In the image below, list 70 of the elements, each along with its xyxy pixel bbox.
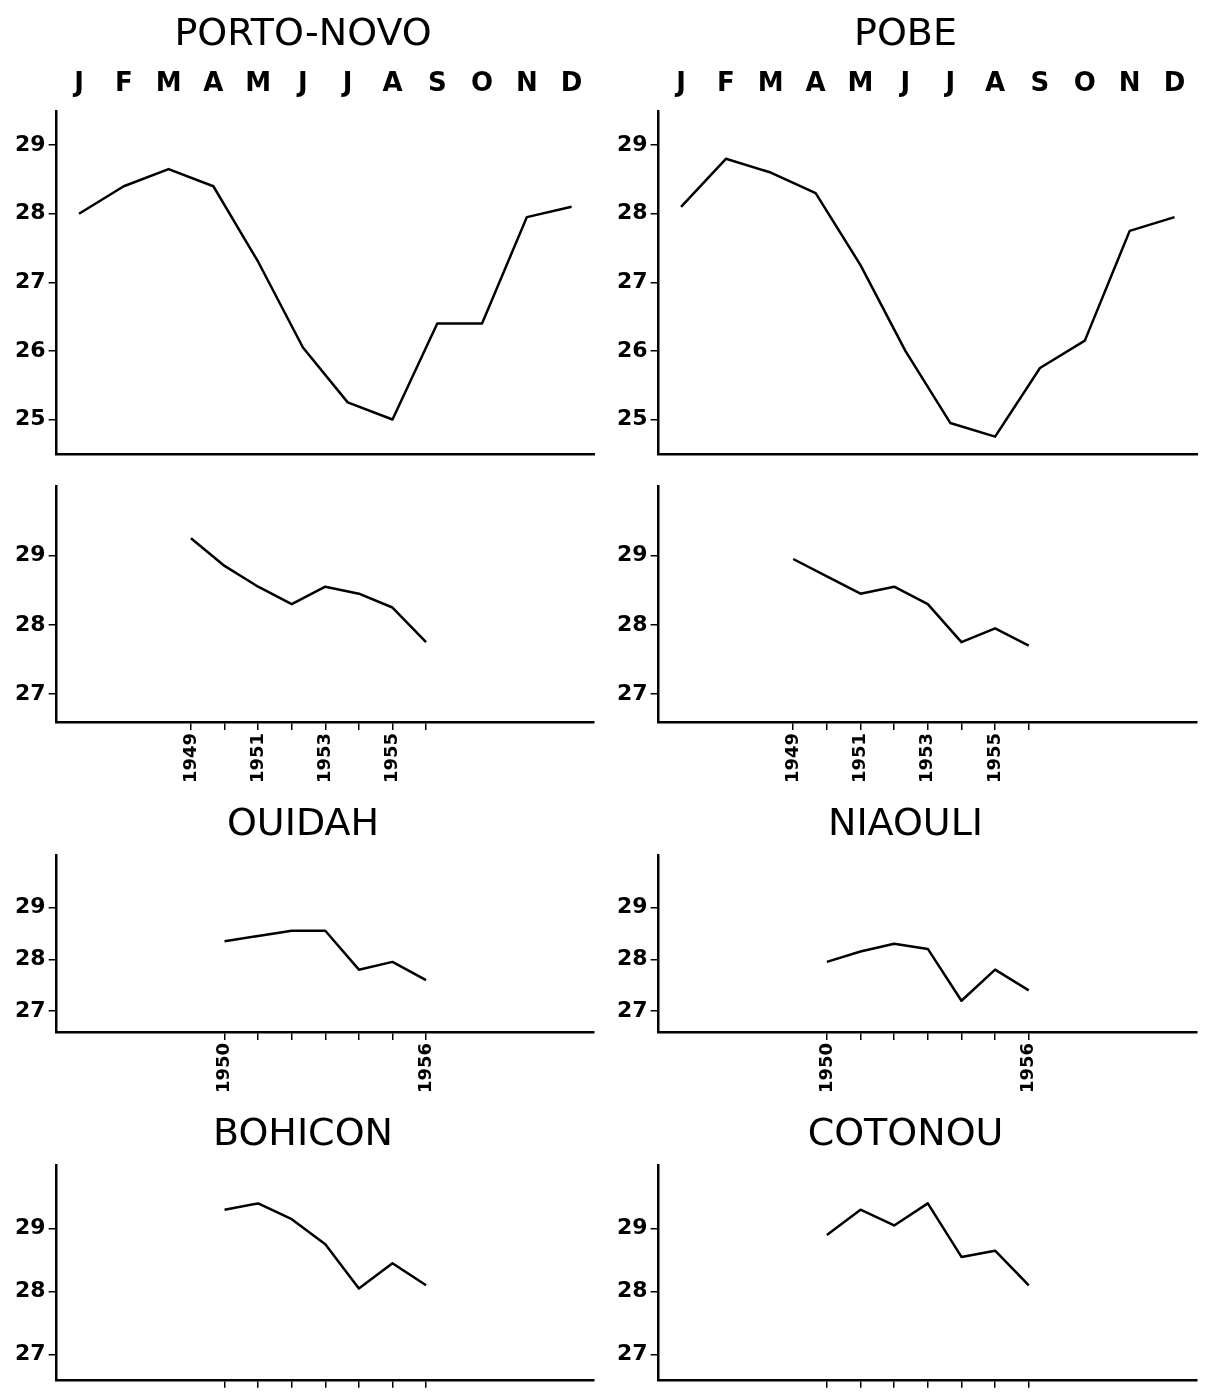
- x-tick-label: 1951: [848, 732, 870, 784]
- y-tick-label: 25: [616, 405, 648, 431]
- chart-title: PORTO-NOVO: [174, 9, 432, 54]
- y-tick-label: 29: [14, 130, 46, 156]
- y-tick-label: 28: [616, 199, 648, 225]
- x-tick-label: 1949: [178, 732, 200, 784]
- x-tick-label: F: [717, 66, 735, 97]
- y-tick-label: 26: [14, 336, 46, 362]
- y-tick-label: 28: [14, 1277, 46, 1303]
- x-tick-label: 1955: [380, 732, 402, 784]
- y-tick-label: 27: [616, 268, 648, 294]
- x-tick-label: J: [72, 66, 84, 97]
- x-tick-label: J: [898, 66, 911, 97]
- x-tick-label: S: [1030, 66, 1050, 97]
- x-tick-label: 1950: [814, 1042, 836, 1094]
- x-tick-label: M: [155, 66, 182, 97]
- x-tick-label: 1956: [1016, 1042, 1038, 1094]
- y-tick-label: 27: [14, 268, 46, 294]
- y-tick-label: 25: [14, 405, 46, 431]
- chart-title: NIAOULI: [827, 799, 984, 844]
- x-tick-label: O: [470, 66, 494, 97]
- x-tick-label: N: [515, 66, 538, 97]
- y-tick-label: 27: [14, 1340, 46, 1366]
- x-tick-label: O: [1073, 66, 1096, 97]
- x-tick-label: 1953: [915, 732, 937, 784]
- x-tick-label: D: [1163, 66, 1186, 97]
- x-tick-label: 1949: [780, 732, 802, 784]
- y-tick-label: 28: [616, 1277, 648, 1303]
- y-tick-label: 29: [14, 1214, 46, 1240]
- x-tick-label: S: [427, 66, 447, 97]
- chart-title: BOHICON: [213, 1109, 393, 1154]
- x-tick-label: 1951: [245, 732, 267, 784]
- y-tick-label: 27: [616, 679, 648, 705]
- x-tick-label: D: [560, 66, 583, 97]
- y-tick-label: 29: [616, 1214, 648, 1240]
- chart-title: POBE: [854, 9, 957, 54]
- chart-title: OUIDAH: [226, 799, 380, 844]
- y-tick-label: 27: [616, 1340, 648, 1366]
- y-tick-label: 28: [14, 610, 46, 636]
- y-tick-label: 28: [616, 610, 648, 636]
- x-tick-label: 1955: [982, 732, 1004, 784]
- x-tick-label: N: [1118, 66, 1141, 97]
- y-tick-label: 28: [14, 945, 46, 971]
- chart-title: COTONOU: [807, 1109, 1004, 1154]
- x-tick-label: A: [382, 66, 403, 97]
- x-tick-label: A: [985, 66, 1006, 97]
- x-tick-label: J: [943, 66, 956, 97]
- x-tick-label: J: [674, 66, 686, 97]
- x-tick-label: A: [805, 66, 826, 97]
- y-tick-label: 27: [616, 996, 648, 1022]
- x-tick-label: J: [296, 66, 308, 97]
- y-tick-label: 29: [616, 893, 648, 919]
- y-tick-label: 29: [616, 541, 648, 567]
- y-tick-label: 29: [14, 893, 46, 919]
- x-tick-label: A: [203, 66, 224, 97]
- y-tick-label: 29: [616, 130, 648, 156]
- y-tick-label: 28: [616, 945, 648, 971]
- x-tick-label: J: [340, 66, 353, 97]
- y-tick-label: 27: [14, 679, 46, 705]
- x-tick-label: M: [757, 66, 784, 97]
- x-tick-label: M: [847, 66, 874, 97]
- y-tick-label: 29: [14, 541, 46, 567]
- y-tick-label: 27: [14, 996, 46, 1022]
- x-tick-label: 1956: [413, 1042, 435, 1094]
- x-tick-label: 1953: [312, 732, 334, 784]
- y-tick-label: 28: [14, 199, 46, 225]
- x-tick-label: 1950: [212, 1042, 234, 1094]
- y-tick-label: 26: [616, 336, 648, 362]
- x-tick-label: F: [114, 66, 133, 97]
- x-tick-label: M: [245, 66, 272, 97]
